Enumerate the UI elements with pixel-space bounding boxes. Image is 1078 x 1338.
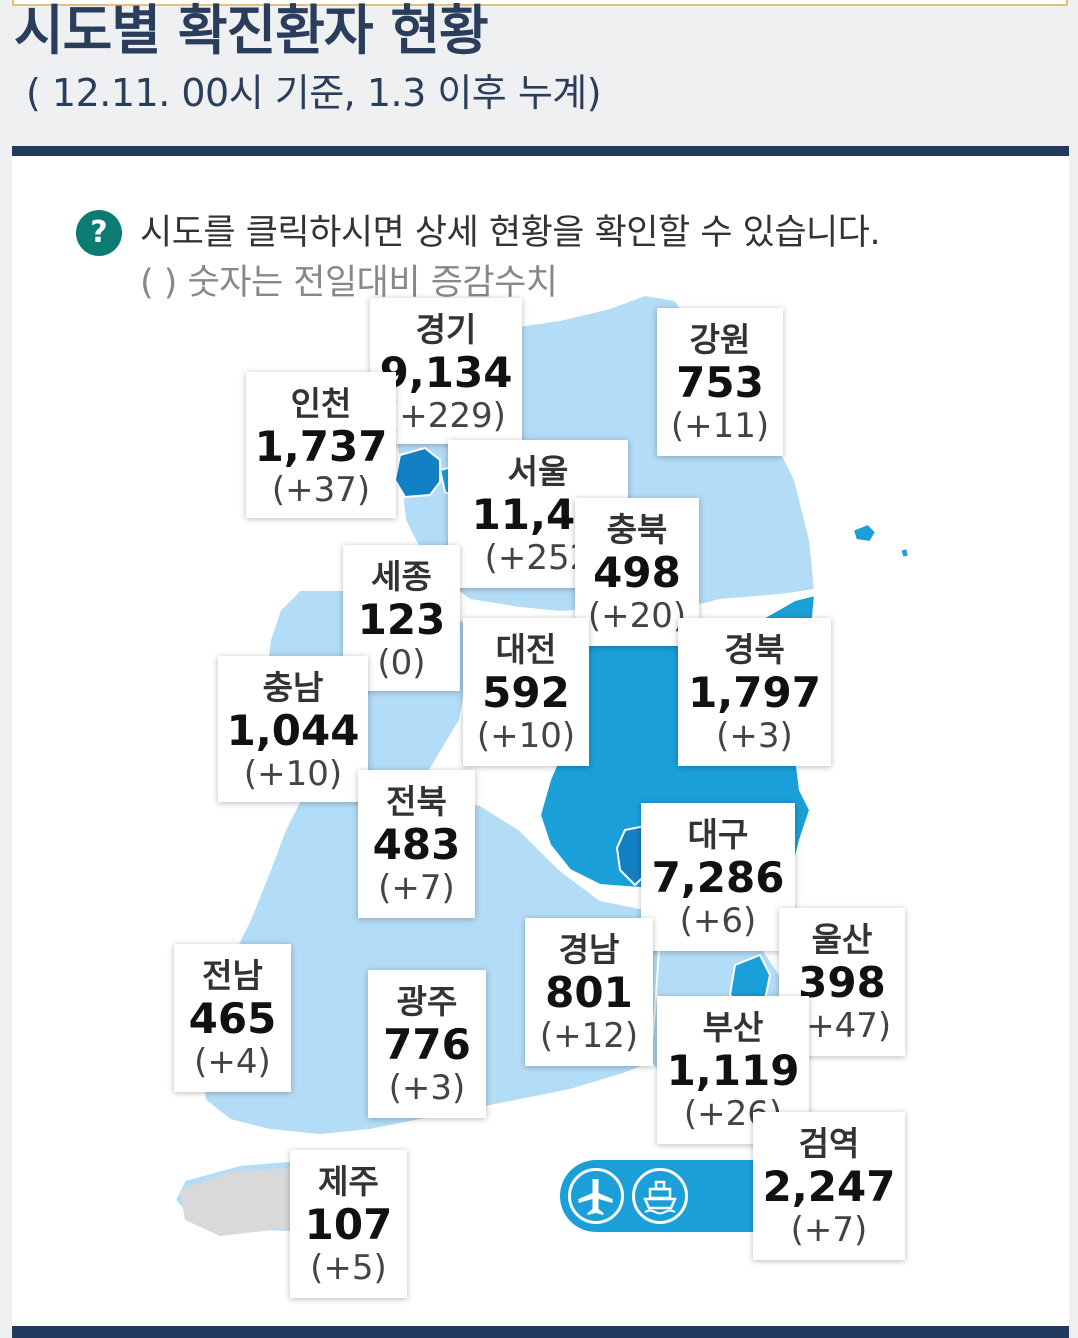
region-change: (+10) bbox=[476, 716, 576, 756]
region-count: 801 bbox=[545, 968, 633, 1017]
region-count: 107 bbox=[304, 1200, 393, 1249]
airplane-icon bbox=[568, 1168, 624, 1224]
region-card-gyeongnam[interactable]: 경남 801 (+12) bbox=[525, 918, 653, 1066]
region-change: (+7) bbox=[790, 1210, 868, 1250]
region-name: 대구 bbox=[687, 815, 749, 854]
region-count: 1,797 bbox=[688, 668, 821, 717]
region-name: 세종 bbox=[371, 557, 432, 596]
region-name: 경기 bbox=[415, 310, 477, 349]
region-card-jeonnam[interactable]: 전남 465 (+4) bbox=[174, 944, 291, 1092]
region-card-gyeongbuk[interactable]: 경북 1,797 (+3) bbox=[678, 618, 831, 766]
map-region-incheon bbox=[394, 447, 441, 498]
region-count: 123 bbox=[357, 595, 446, 644]
map-island-ulleung bbox=[852, 523, 877, 543]
region-count: 753 bbox=[676, 358, 764, 407]
region-card-quarantine[interactable]: 검역 2,247 (+7) bbox=[753, 1112, 905, 1260]
region-card-incheon[interactable]: 인천 1,737 (+37) bbox=[246, 372, 396, 518]
region-card-daejeon[interactable]: 대전 592 (+10) bbox=[463, 618, 589, 766]
region-change: (+229) bbox=[386, 396, 506, 436]
region-change: (+4) bbox=[194, 1042, 271, 1082]
region-count: 9,134 bbox=[379, 348, 513, 397]
page-subtitle: ( 12.11. 00시 기준, 1.3 이후 누계) bbox=[26, 71, 602, 115]
region-change: (+47) bbox=[792, 1006, 892, 1046]
page-title: 시도별 확진환자 현황 bbox=[14, 0, 489, 62]
region-name: 경북 bbox=[724, 630, 785, 669]
region-change: (+11) bbox=[670, 406, 770, 446]
region-name: 강원 bbox=[689, 320, 751, 359]
region-name: 부산 bbox=[702, 1008, 764, 1047]
region-count: 592 bbox=[482, 668, 570, 717]
region-card-busan[interactable]: 부산 1,119 (+26) bbox=[657, 996, 809, 1144]
region-count: 1,119 bbox=[666, 1046, 800, 1095]
region-count: 7,286 bbox=[651, 853, 785, 902]
region-change: (+10) bbox=[243, 754, 343, 794]
region-count: 483 bbox=[372, 820, 461, 869]
region-count: 2,247 bbox=[762, 1162, 896, 1211]
region-name: 서울 bbox=[507, 452, 569, 491]
region-change: (+5) bbox=[310, 1248, 387, 1288]
region-name: 전남 bbox=[202, 956, 263, 995]
region-change: (+12) bbox=[539, 1016, 639, 1056]
region-name: 충북 bbox=[606, 510, 668, 549]
top-frame-edge bbox=[12, 0, 1068, 6]
region-card-jeju[interactable]: 제주 107 (+5) bbox=[290, 1150, 407, 1298]
footer-divider bbox=[12, 1326, 1069, 1338]
region-name: 전북 bbox=[386, 782, 447, 821]
region-name: 대전 bbox=[495, 630, 557, 669]
region-count: 498 bbox=[593, 548, 681, 597]
quarantine-transport-bar[interactable] bbox=[560, 1160, 760, 1232]
region-count: 465 bbox=[188, 994, 277, 1043]
region-count: 398 bbox=[798, 958, 886, 1007]
region-name: 광주 bbox=[396, 982, 458, 1021]
region-count: 1,737 bbox=[254, 422, 388, 471]
region-card-daegu[interactable]: 대구 7,286 (+6) bbox=[641, 803, 795, 951]
region-name: 경남 bbox=[558, 930, 620, 969]
region-name: 충남 bbox=[262, 668, 324, 707]
map-island-dokdo bbox=[899, 547, 910, 559]
region-change: (+6) bbox=[679, 901, 757, 941]
region-change: (+37) bbox=[271, 470, 371, 510]
map-gray-island bbox=[180, 1168, 300, 1236]
region-name: 제주 bbox=[318, 1162, 379, 1201]
region-change: (+20) bbox=[587, 596, 687, 636]
region-change: (+252 bbox=[484, 538, 592, 578]
help-note: ( ) 숫자는 전일대비 증감수치 bbox=[140, 263, 558, 303]
region-card-gwangju[interactable]: 광주 776 (+3) bbox=[368, 970, 486, 1118]
region-change: (+7) bbox=[378, 868, 455, 908]
region-name: 검역 bbox=[798, 1124, 860, 1163]
region-card-jeonbuk[interactable]: 전북 483 (+7) bbox=[358, 770, 475, 918]
region-change: (+3) bbox=[388, 1068, 466, 1108]
help-instruction: 시도를 클릭하시면 상세 현황을 확인할 수 있습니다. bbox=[140, 213, 881, 253]
ship-icon bbox=[632, 1168, 688, 1224]
region-count: 1,044 bbox=[226, 706, 360, 755]
region-name: 울산 bbox=[811, 920, 873, 959]
region-change: (0) bbox=[377, 643, 426, 683]
header-divider bbox=[12, 146, 1069, 156]
help-icon[interactable]: ? bbox=[76, 210, 122, 256]
region-name: 인천 bbox=[290, 384, 352, 423]
region-count: 776 bbox=[383, 1020, 471, 1069]
region-card-gangwon[interactable]: 강원 753 (+11) bbox=[657, 308, 783, 456]
region-card-chungnam[interactable]: 충남 1,044 (+10) bbox=[218, 656, 368, 802]
region-change: (+3) bbox=[716, 716, 793, 756]
